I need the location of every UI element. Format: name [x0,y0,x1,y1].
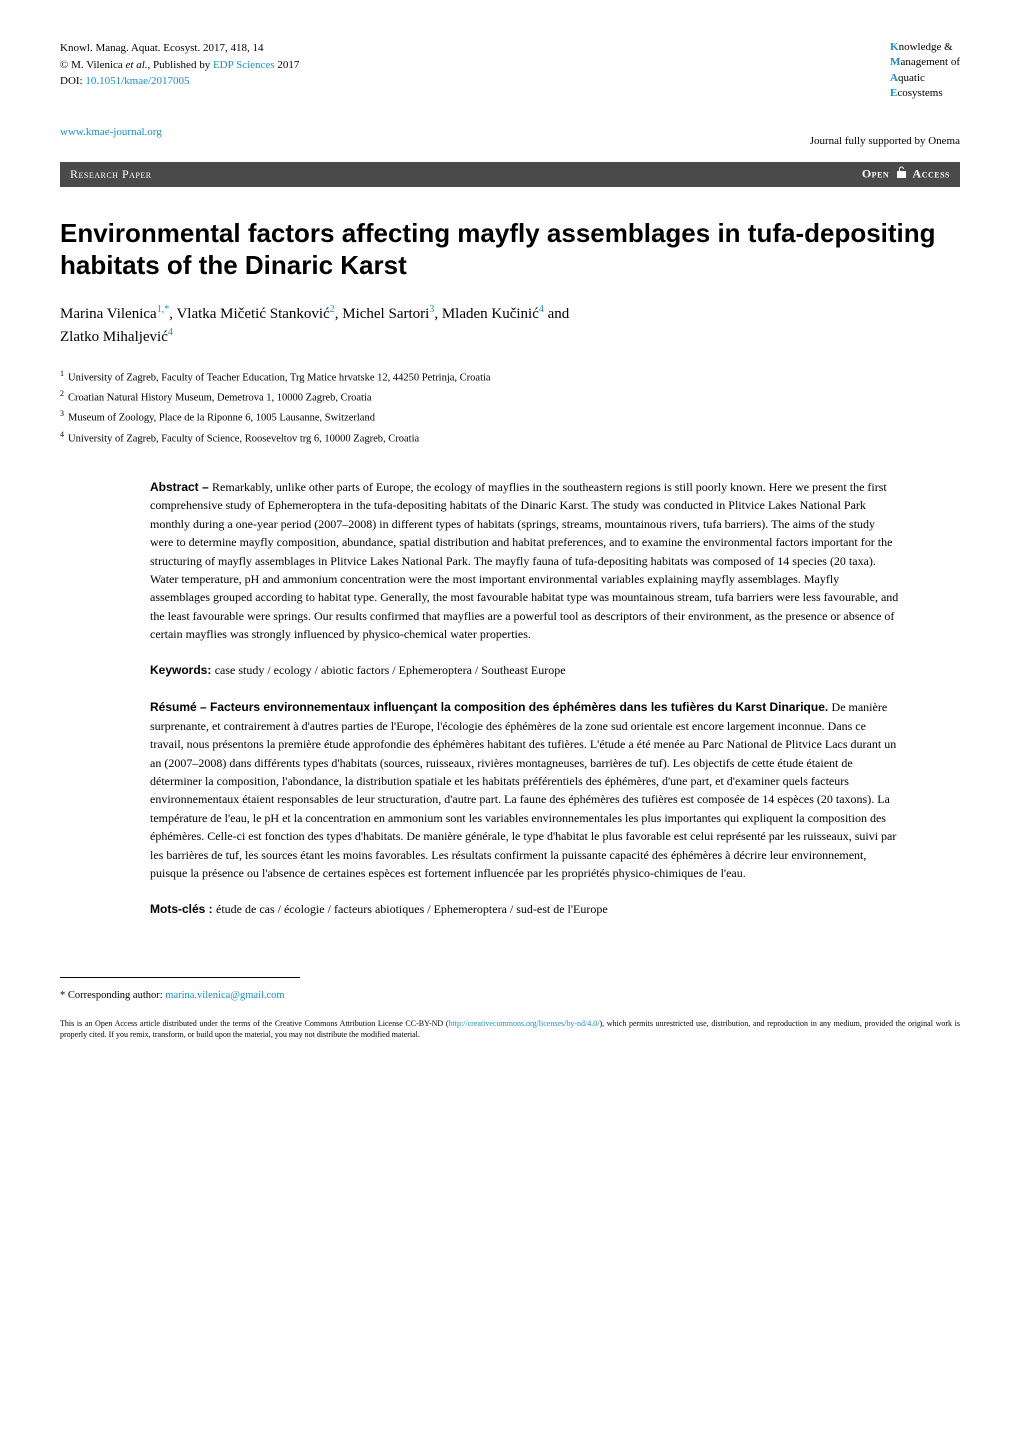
brand-e-rest: cosystems [897,87,942,99]
affiliation-4: 4 University of Zagreb, Faculty of Scienc… [60,428,960,448]
author-5-sup: 4 [168,327,173,338]
aff-num-2: 2 [60,389,64,398]
aff-text-2: Croatian Natural History Museum, Demetro… [68,392,372,403]
section-label: Research Paper [70,167,152,182]
resume-text: De manière surprenante, et contrairement… [150,700,896,880]
brand-a: A [890,72,898,84]
author-2: Vlatka Mičetić Stanković [176,306,329,322]
brand-a-rest: quatic [898,72,925,84]
resume-title: Facteurs environnementaux influençant la… [210,700,832,714]
affiliation-1: 1 University of Zagreb, Faculty of Teache… [60,367,960,387]
author-3-sup: 3 [429,304,434,315]
affiliation-3: 3 Museum of Zoology, Place de la Riponne … [60,407,960,427]
authors: Marina Vilenica1,*, Vlatka Mičetić Stank… [60,302,960,349]
copyright-line: © M. Vilenica et al., Published by EDP S… [60,57,299,74]
article-title: Environmental factors affecting mayfly a… [60,217,960,282]
aff-text-4: University of Zagreb, Faculty of Science… [68,433,419,444]
open-label: Open [862,166,889,180]
journal-url[interactable]: www.kmae-journal.org [60,126,162,138]
author-1: Marina Vilenica [60,306,157,322]
doi-line: DOI: 10.1051/kmae/2017005 [60,73,299,90]
aff-text-3: Museum of Zoology, Place de la Riponne 6… [68,413,375,424]
author-1-sup: 1,* [157,304,170,315]
author-3: Michel Sartori [342,306,429,322]
section-bar: Research Paper Open Access [60,162,960,187]
copyright-year: 2017 [275,59,300,71]
motscles-head: Mots-clés : [150,902,216,916]
access-label: Access [913,166,950,180]
support-text: Journal fully supported by Onema [60,135,960,147]
resume: Résumé – Facteurs environnementaux influ… [150,698,900,882]
license: This is an Open Access article distribut… [60,1019,960,1040]
author-4: Mladen Kučinić [442,306,539,322]
header-left: Knowl. Manag. Aquat. Ecosyst. 2017, 418,… [60,40,299,102]
doi-link[interactable]: 10.1051/kmae/2017005 [85,75,189,87]
abstract: Abstract – Remarkably, unlike other part… [150,478,900,644]
motscles-text: étude de cas / écologie / facteurs abiot… [216,902,608,916]
license-link[interactable]: http://creativecommons.org/licenses/by-n… [449,1019,600,1028]
citation: Knowl. Manag. Aquat. Ecosyst. 2017, 418,… [60,40,299,57]
header-row: Knowl. Manag. Aquat. Ecosyst. 2017, 418,… [60,40,960,102]
aff-text-1: University of Zagreb, Faculty of Teacher… [68,372,491,383]
doi-label: DOI: [60,75,85,87]
copyright-suffix: , Published by [148,59,213,71]
author-2-sup: 2 [330,304,335,315]
publisher-link[interactable]: EDP Sciences [213,59,275,71]
affiliations: 1 University of Zagreb, Faculty of Teache… [60,367,960,448]
corresp-email[interactable]: marina.vilenica@gmail.com [165,990,284,1001]
brand-k-rest: nowledge & [899,41,953,53]
brand-k: K [890,41,899,53]
copyright-ital: et al. [126,59,148,71]
keywords: Keywords: case study / ecology / abiotic… [150,663,900,678]
mots-cles: Mots-clés : étude de cas / écologie / fa… [150,902,900,917]
corresp-label: * Corresponding author: [60,990,165,1001]
copyright-prefix: © M. Vilenica [60,59,126,71]
aff-num-4: 4 [60,430,64,439]
author-5: Zlatko Mihaljević [60,329,168,345]
resume-head: Résumé – [150,700,210,714]
keywords-text: case study / ecology / abiotic factors /… [215,663,566,677]
abstract-heading: Abstract – [150,480,212,494]
url-support-row: www.kmae-journal.org Journal fully suppo… [60,122,960,147]
corresponding-author: * Corresponding author: marina.vilenica@… [60,990,960,1001]
corresp-rule [60,977,300,984]
abstract-text: Remarkably, unlike other parts of Europe… [150,480,898,641]
open-access: Open Access [862,166,950,183]
aff-num-3: 3 [60,409,64,418]
brand: Knowledge & Management of Aquatic Ecosys… [890,40,960,102]
affiliation-2: 2 Croatian Natural History Museum, Demetr… [60,387,960,407]
brand-m: M [890,56,900,68]
brand-m-rest: anagement of [900,56,960,68]
open-lock-icon [896,166,907,183]
aff-num-1: 1 [60,369,64,378]
author-and: and [544,306,569,322]
keywords-head: Keywords: [150,663,215,677]
license-t1: This is an Open Access article distribut… [60,1019,449,1028]
